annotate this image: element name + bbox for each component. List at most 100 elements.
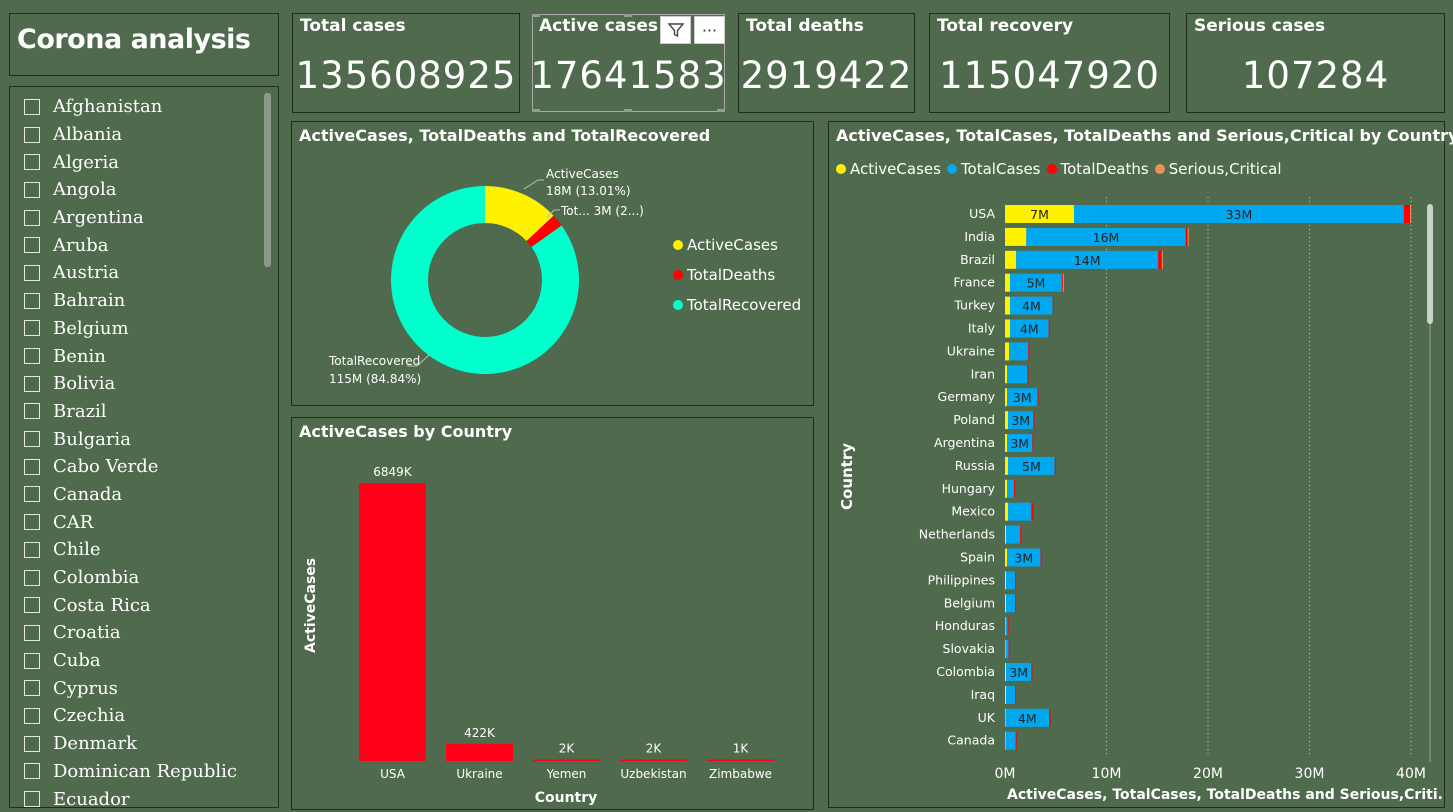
- slicer-item[interactable]: Argentina: [24, 204, 264, 232]
- slicer-item[interactable]: Aruba: [24, 231, 264, 259]
- slicer-item[interactable]: Canada: [24, 481, 264, 509]
- checkbox[interactable]: [24, 181, 40, 198]
- checkbox[interactable]: [24, 431, 40, 448]
- checkbox[interactable]: [24, 569, 40, 586]
- checkbox[interactable]: [24, 126, 40, 143]
- bar-segment: [1005, 456, 1009, 475]
- x-tick-label: 40M: [1396, 766, 1426, 782]
- checkbox[interactable]: [24, 707, 40, 724]
- kpi-card-serious-cases[interactable]: Serious cases 107284: [1186, 13, 1445, 113]
- kpi-card-total-recovery[interactable]: Total recovery 115047920: [929, 13, 1170, 113]
- slicer-item[interactable]: Bolivia: [24, 370, 264, 398]
- kpi-card-total-cases[interactable]: Total cases 135608925: [292, 13, 520, 113]
- bar-segment: [1005, 365, 1008, 384]
- filter-icon[interactable]: [660, 16, 691, 44]
- resize-handle[interactable]: [532, 109, 540, 112]
- bar-segment: [1005, 250, 1017, 269]
- stacked-bar-chart-panel[interactable]: ActiveCases, TotalCases, TotalDeaths and…: [828, 121, 1453, 808]
- checkbox[interactable]: [24, 403, 40, 420]
- country-slicer[interactable]: Afghanistan Albania Algeria Angola Argentina…: [9, 86, 279, 808]
- checkbox[interactable]: [24, 763, 40, 780]
- resize-handle[interactable]: [717, 109, 725, 112]
- checkbox[interactable]: [24, 375, 40, 392]
- slicer-scrollbar[interactable]: [264, 93, 271, 267]
- legend-item[interactable]: TotalDeaths: [1046, 160, 1149, 178]
- checkbox[interactable]: [24, 348, 40, 365]
- kpi-card-total-deaths[interactable]: Total deaths 2919422: [738, 13, 915, 113]
- title-panel: Corona analysis: [9, 13, 279, 76]
- y-tick-label: India: [964, 229, 995, 244]
- slicer-item[interactable]: Belgium: [24, 315, 264, 343]
- slicer-item-label: Costa Rica: [53, 594, 151, 616]
- checkbox[interactable]: [24, 458, 40, 475]
- y-tick-label: Germany: [938, 389, 996, 404]
- slicer-item[interactable]: Cabo Verde: [24, 453, 264, 481]
- slicer-item[interactable]: Cyprus: [24, 674, 264, 702]
- slicer-item[interactable]: Costa Rica: [24, 591, 264, 619]
- slicer-item[interactable]: Bulgaria: [24, 425, 264, 453]
- bar-segment: [1015, 731, 1017, 750]
- y-tick-label: Brazil: [960, 252, 995, 267]
- checkbox[interactable]: [24, 98, 40, 115]
- checkbox[interactable]: [24, 541, 40, 558]
- checkbox[interactable]: [24, 514, 40, 531]
- slicer-item[interactable]: CAR: [24, 508, 264, 536]
- checkbox[interactable]: [24, 597, 40, 614]
- checkbox[interactable]: [24, 680, 40, 697]
- slicer-item[interactable]: Austria: [24, 259, 264, 287]
- legend-label: Serious,Critical: [1168, 160, 1282, 178]
- checkbox[interactable]: [24, 652, 40, 669]
- kpi-card-active-cases[interactable]: Active cases ··· 17641583: [530, 13, 726, 113]
- resize-handle[interactable]: [532, 14, 540, 17]
- slicer-item[interactable]: Colombia: [24, 564, 264, 592]
- checkbox[interactable]: [24, 264, 40, 281]
- bar-segment: [1028, 342, 1030, 361]
- slicer-item[interactable]: Czechia: [24, 702, 264, 730]
- slicer-item[interactable]: Angola: [24, 176, 264, 204]
- slicer-item[interactable]: Benin: [24, 342, 264, 370]
- slicer-item[interactable]: Dominican Republic: [24, 758, 264, 786]
- slicer-item-label: Aruba: [53, 234, 109, 256]
- slicer-item[interactable]: Denmark: [24, 730, 264, 758]
- legend-item[interactable]: ActiveCases: [673, 236, 778, 254]
- data-label: 4M: [1022, 299, 1041, 314]
- data-label: ActiveCases: [546, 167, 619, 181]
- bar-segment: [1054, 456, 1056, 475]
- checkbox[interactable]: [24, 735, 40, 752]
- slicer-item[interactable]: Brazil: [24, 398, 264, 426]
- slicer-item[interactable]: Croatia: [24, 619, 264, 647]
- slicer-item-label: Dominican Republic: [53, 760, 238, 782]
- checkbox[interactable]: [24, 292, 40, 309]
- resize-handle[interactable]: [624, 14, 632, 17]
- bar-segment: [1005, 342, 1010, 361]
- leader-line: [523, 179, 544, 190]
- slicer-item[interactable]: Chile: [24, 536, 264, 564]
- kpi-value: 135608925: [295, 54, 517, 97]
- checkbox[interactable]: [24, 486, 40, 503]
- bar-segment: [1005, 617, 1008, 636]
- slicer-item[interactable]: Cuba: [24, 647, 264, 675]
- checkbox[interactable]: [24, 791, 40, 807]
- slicer-item[interactable]: Bahrain: [24, 287, 264, 315]
- legend-item[interactable]: Serious,Critical: [1154, 160, 1282, 178]
- checkbox[interactable]: [24, 624, 40, 641]
- legend-item[interactable]: TotalCases: [946, 160, 1041, 178]
- checkbox[interactable]: [24, 154, 40, 171]
- legend-item[interactable]: TotalDeaths: [673, 266, 775, 284]
- active-cases-chart-panel[interactable]: ActiveCases by Country 6849K USA 422K Ukrai…: [291, 417, 814, 810]
- checkbox[interactable]: [24, 320, 40, 337]
- legend-item[interactable]: ActiveCases: [836, 160, 941, 178]
- legend-item[interactable]: TotalRecovered: [673, 296, 801, 314]
- more-options-icon[interactable]: ···: [694, 16, 725, 44]
- slicer-item[interactable]: Afghanistan: [24, 93, 264, 121]
- checkbox[interactable]: [24, 209, 40, 226]
- resize-handle[interactable]: [624, 109, 632, 112]
- slicer-item[interactable]: Algeria: [24, 148, 264, 176]
- slicer-item-label: Cuba: [53, 650, 101, 672]
- donut-chart-panel[interactable]: ActiveCases, TotalDeaths and TotalRecove…: [291, 121, 814, 406]
- slicer-item[interactable]: Ecuador: [24, 785, 264, 807]
- bar-segment: [1006, 663, 1032, 681]
- checkbox[interactable]: [24, 237, 40, 254]
- kpi-label: Serious cases: [1194, 16, 1326, 36]
- slicer-item[interactable]: Albania: [24, 121, 264, 149]
